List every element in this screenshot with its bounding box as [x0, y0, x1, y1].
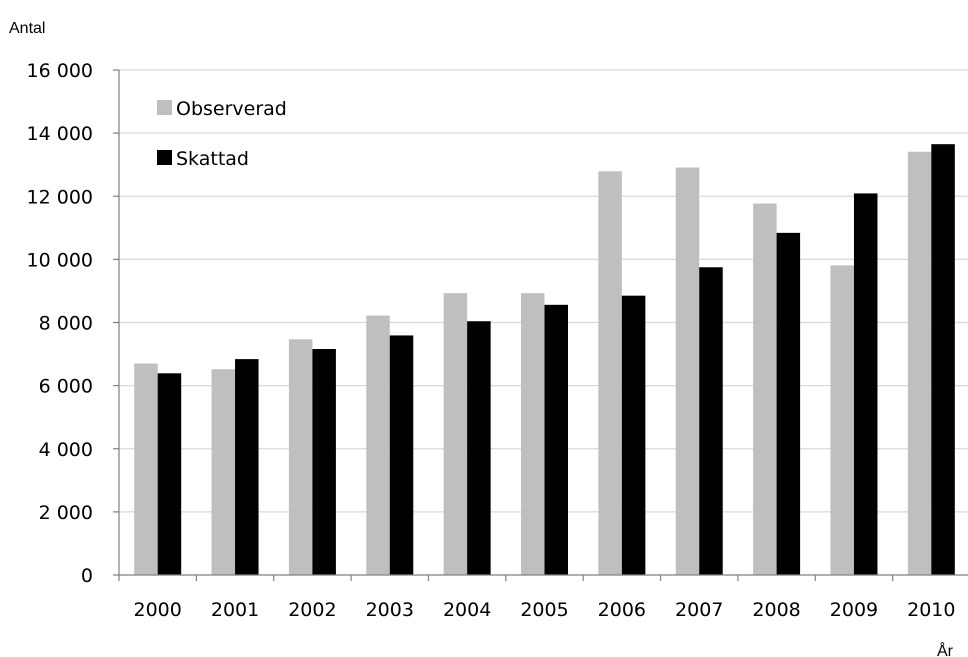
bar-observerad-2002	[288, 339, 313, 575]
x-tick-label: 2006	[598, 599, 646, 621]
x-tick-label: 2004	[443, 599, 491, 621]
bars	[134, 144, 955, 576]
bar-observerad-2005	[521, 293, 545, 575]
legend-swatch-skattad	[157, 150, 172, 165]
x-tick-label: 2000	[134, 599, 182, 621]
y-tick-label: 16 000	[27, 60, 93, 82]
bar-skattad-2000	[157, 373, 182, 575]
y-tick-label: 14 000	[27, 123, 93, 145]
y-tick-label: 0	[81, 565, 93, 587]
bar-observerad-2006	[598, 171, 622, 576]
x-tick-label: 2008	[752, 599, 800, 621]
x-tick-label: 2009	[830, 599, 878, 621]
legend-label-skattad: Skattad	[176, 148, 249, 170]
x-tick-label: 2010	[907, 599, 955, 621]
bar-skattad-2009	[853, 193, 878, 576]
bar-observerad-2000	[134, 363, 158, 575]
bar-skattad-2010	[931, 144, 955, 575]
bar-skattad-2004	[467, 321, 491, 575]
y-tick-label: 12 000	[27, 186, 93, 208]
y-tick-label: 10 000	[27, 249, 93, 271]
x-axis-title: År	[937, 641, 954, 657]
x-tick-label: 2001	[211, 599, 259, 621]
bar-skattad-2007	[699, 267, 723, 575]
legend-swatch-observerad	[157, 100, 172, 115]
bar-skattad-2005	[544, 304, 568, 575]
legend-label-observerad: Observerad	[176, 98, 287, 120]
bar-skattad-2002	[312, 349, 336, 575]
x-tick-labels: 2000 2001 2002 2003 2004 2005 2006 2007 2008 2009…	[134, 599, 956, 621]
bar-skattad-2008	[776, 232, 801, 576]
bar-skattad-2001	[235, 359, 259, 575]
bar-skattad-2003	[389, 335, 414, 575]
bar-observerad-2007	[675, 167, 700, 575]
legend: Observerad Skattad	[157, 98, 287, 170]
x-tick-label: 2005	[520, 599, 568, 621]
bar-observerad-2004	[443, 293, 468, 575]
x-tick-label: 2002	[288, 599, 336, 621]
bar-observerad-2009	[830, 265, 854, 575]
bar-observerad-2003	[366, 315, 390, 575]
y-tick-labels: 0 2 000 4 000 6 000 8 000 10 000 12 000 14 000 1…	[27, 60, 93, 587]
bar-observerad-2010	[907, 151, 932, 575]
axes	[113, 69, 968, 581]
y-tick-label: 8 000	[39, 313, 93, 335]
bar-observerad-2001	[211, 369, 236, 575]
y-tick-label: 2 000	[39, 502, 93, 524]
x-tick-label: 2003	[366, 599, 414, 621]
bar-observerad-2008	[753, 203, 777, 575]
y-tick-label: 6 000	[39, 376, 93, 398]
bar-skattad-2006	[621, 295, 646, 575]
y-tick-label: 4 000	[39, 439, 93, 461]
y-axis-title: Antal	[9, 20, 45, 37]
x-tick-label: 2007	[675, 599, 723, 621]
